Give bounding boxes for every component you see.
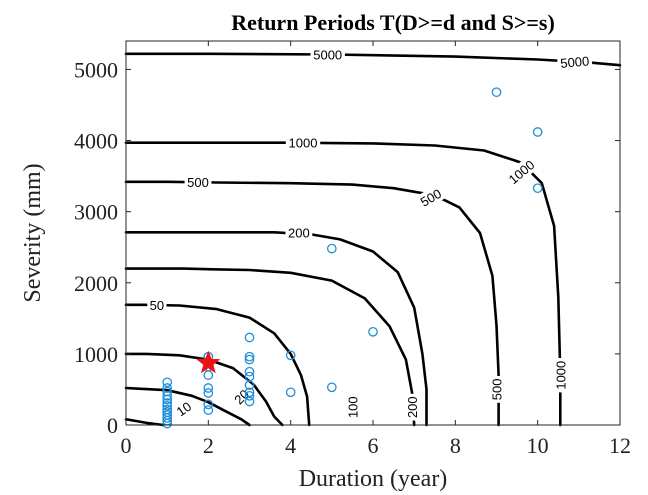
scatter-point-12 (162, 418, 173, 429)
scatter-point-16 (203, 383, 214, 393)
scatter-point-21 (244, 351, 255, 362)
contour-label-1000-9: 1000 (552, 358, 569, 393)
scatter-points (162, 87, 543, 429)
contour-label-50-2: 50 (147, 296, 167, 313)
scatter-point-33 (368, 326, 378, 337)
contour-label-200-5: 200 (285, 224, 313, 241)
scatter-point-3 (162, 390, 173, 401)
contour-label-bg (552, 358, 569, 393)
x-tick-label: 0 (121, 433, 132, 458)
scatter-point-36 (532, 183, 543, 194)
contour-label-bg (147, 296, 167, 313)
contour-label-500-6: 500 (488, 375, 505, 403)
contour-label-text: 1000 (289, 136, 318, 151)
contour-label-bg (310, 46, 345, 63)
x-axis-ticks: 0 2 4 6 8 10 12 (121, 41, 631, 458)
x-tick-label: 4 (285, 433, 296, 458)
contour-label-text: 100 (345, 396, 360, 418)
y-tick-label: 4000 (74, 129, 118, 154)
y-axis-label: Severity (mm) (20, 163, 46, 302)
y-tick-label: 1000 (74, 342, 118, 367)
contour-line-5000-12 (124, 52, 622, 67)
scatter-point-20 (244, 332, 255, 343)
contour-label-500-8: 500 (414, 183, 447, 212)
scatter-point-32 (326, 382, 337, 393)
contour-label-bg (184, 173, 212, 190)
scatter-point-29 (285, 350, 296, 361)
contour-label-bg (228, 384, 254, 410)
contour-label-text: 1000 (553, 361, 568, 390)
scatter-point-6 (162, 400, 173, 411)
scatter-point-25 (244, 380, 255, 391)
scatter-point-27 (244, 390, 255, 401)
scatter-point-17 (203, 388, 214, 398)
contour-label-10-0: 10 (171, 396, 197, 421)
x-tick-label: 12 (609, 433, 631, 458)
contour-label-text: 5000 (560, 53, 590, 70)
contour-line-200-4 (124, 267, 416, 427)
contour-label-bg (488, 375, 505, 403)
contour-label-bg (285, 134, 321, 151)
contour-line-500-6 (124, 180, 500, 427)
contour-label-bg (344, 393, 361, 421)
contour-label-text: 200 (405, 396, 420, 418)
y-tick-label: 2000 (74, 271, 118, 296)
scatter-point-4 (162, 394, 173, 405)
scatter-point-0 (162, 377, 173, 388)
x-tick-label: 10 (527, 433, 549, 458)
highlight-marker-layer (196, 350, 221, 374)
chart-title: Return Periods T(D>=d and S>=s) (231, 10, 555, 35)
contour-label-bg (414, 183, 447, 212)
contour-line-10-0 (124, 418, 165, 427)
contour-label-text: 500 (490, 379, 505, 401)
contour-label-text: 500 (187, 175, 209, 190)
scatter-point-18 (203, 399, 214, 410)
contour-label-bg (502, 154, 540, 189)
x-tick-label: 6 (368, 433, 379, 458)
contour-label-text: 5000 (313, 48, 342, 63)
scatter-point-35 (532, 127, 543, 137)
scatter-point-31 (326, 243, 337, 254)
contour-line-20-1 (124, 386, 251, 427)
y-tick-label: 5000 (74, 57, 118, 82)
contour-label-200-4: 200 (404, 393, 421, 421)
y-axis-ticks: 0 1000 2000 3000 4000 5000 (74, 57, 620, 438)
contour-label-bg (556, 52, 593, 72)
contour-label-bg (171, 396, 197, 421)
contour-label-text: 200 (288, 225, 310, 240)
contour-line-200-5 (124, 231, 428, 427)
contour-label-1000-10: 1000 (285, 134, 321, 151)
scatter-point-22 (244, 354, 255, 365)
contour-label-500-7: 500 (184, 173, 212, 190)
scatter-point-15 (203, 370, 214, 381)
contour-label-5000-12: 5000 (310, 46, 345, 63)
scatter-point-34 (491, 87, 502, 98)
contour-line-50-2 (124, 352, 284, 427)
scatter-point-10 (162, 413, 173, 423)
scatter-point-19 (203, 405, 214, 415)
scatter-point-24 (244, 371, 255, 382)
contour-label-5000-13: 5000 (556, 52, 593, 72)
scatter-point-5 (162, 398, 173, 408)
star-marker (196, 350, 221, 374)
contour-label-100-3: 100 (344, 393, 361, 421)
x-tick-label: 2 (203, 433, 214, 458)
y-tick-label: 0 (107, 413, 118, 438)
contour-label-text: 50 (150, 298, 164, 313)
x-axis-label: Duration (year) (299, 466, 448, 492)
scatter-point-28 (244, 396, 255, 407)
contour-label-bg (285, 224, 313, 241)
contour-label-bg (404, 393, 421, 421)
scatter-point-23 (244, 366, 255, 377)
scatter-point-30 (285, 387, 296, 398)
x-tick-label: 8 (450, 433, 461, 458)
y-tick-label: 3000 (74, 200, 118, 225)
contour-lines (124, 52, 622, 427)
scatter-point-26 (244, 387, 255, 398)
contour-line-1000-9 (124, 141, 562, 427)
contour-label-text: 10 (174, 399, 194, 420)
